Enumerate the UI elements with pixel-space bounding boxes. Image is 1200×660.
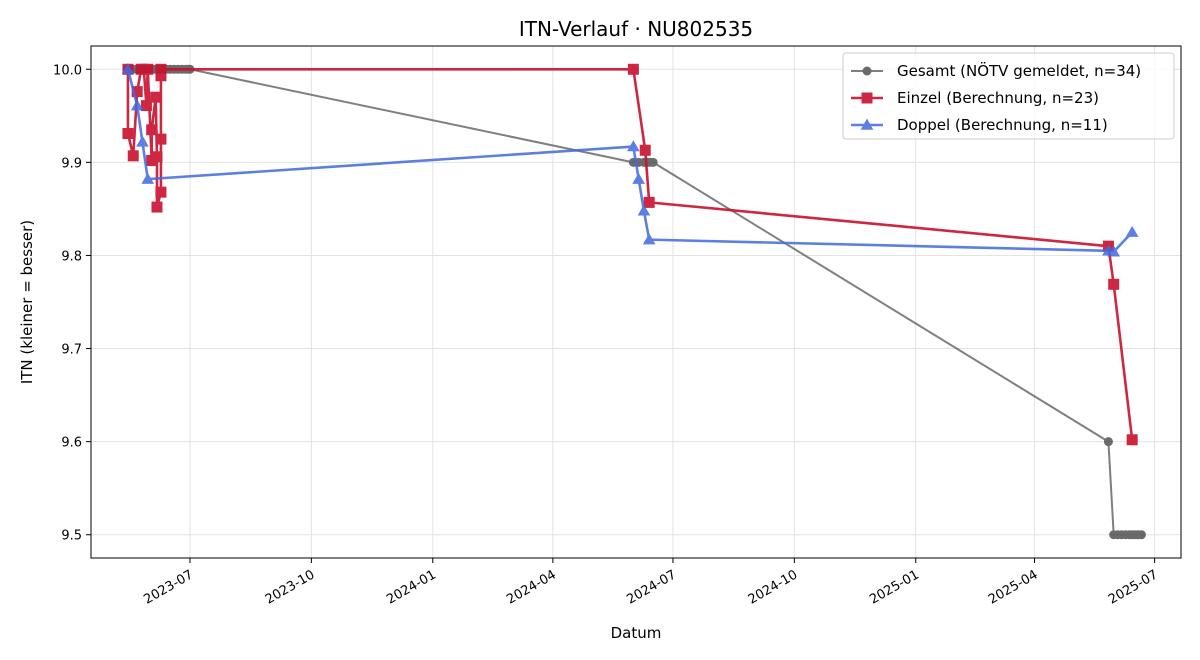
data-point <box>127 150 139 162</box>
legend-entry <box>851 92 883 104</box>
chart-title: ITN-Verlauf · NU802535 <box>519 17 753 41</box>
y-tick-label: 9.9 <box>61 156 82 171</box>
data-point <box>627 140 640 152</box>
data-point <box>151 151 163 163</box>
data-point <box>131 86 143 98</box>
y-tick-label: 9.6 <box>61 436 82 451</box>
legend-label: Gesamt (NÖTV gemeldet, n=34) <box>897 61 1141 80</box>
data-point <box>146 124 158 136</box>
data-point <box>155 70 167 82</box>
data-point <box>136 135 149 147</box>
data-point <box>642 233 656 245</box>
data-point <box>155 63 167 75</box>
y-axis-label: ITN (kleiner = besser) <box>18 220 36 384</box>
data-point <box>122 128 134 140</box>
data-point <box>648 157 658 167</box>
data-point <box>140 100 152 112</box>
plot-frame <box>90 45 1182 559</box>
series-layer <box>121 62 1146 540</box>
legend: Gesamt (NÖTV gemeldet, n=34) Einzel (Bere… <box>842 52 1175 140</box>
series-triangle <box>121 62 1139 257</box>
data-point <box>155 133 167 145</box>
y-tick-label: 9.7 <box>61 343 82 358</box>
data-point <box>142 63 154 75</box>
data-point <box>637 204 651 216</box>
legend-box <box>842 52 1175 140</box>
legend-marker <box>861 92 873 104</box>
data-point <box>151 201 163 213</box>
legend-entry <box>851 66 883 76</box>
data-point <box>155 186 167 198</box>
legend-label: Einzel (Berechnung, n=23) <box>897 89 1099 107</box>
legend-label: Doppel (Berechnung, n=11) <box>897 116 1108 134</box>
legend-marker <box>860 118 874 130</box>
data-point <box>1125 225 1139 237</box>
legend-items: Gesamt (NÖTV gemeldet, n=34) Einzel (Bere… <box>851 61 1141 134</box>
x-axis-label: Datum <box>611 624 662 642</box>
data-point <box>150 91 162 103</box>
data-point <box>1103 437 1113 447</box>
data-point <box>121 62 135 75</box>
y-tick-label: 10.0 <box>53 63 82 78</box>
legend-entry <box>851 118 883 130</box>
data-point <box>1126 434 1138 446</box>
series-square <box>122 63 1138 446</box>
data-point <box>141 172 155 184</box>
y-tick-label: 9.8 <box>61 249 82 264</box>
data-point <box>627 63 639 75</box>
data-point <box>632 172 645 184</box>
grid-lines <box>91 46 1181 558</box>
data-point <box>130 99 144 111</box>
y-tick-label: 9.5 <box>61 529 82 544</box>
data-point <box>1136 530 1146 540</box>
data-point <box>1108 278 1120 290</box>
legend-marker <box>862 66 872 76</box>
data-point <box>639 144 651 156</box>
data-point <box>1107 245 1121 257</box>
y-axis-ticks: 9.5 9.6 9.7 9.8 9.9 10.0 <box>53 63 91 544</box>
data-point <box>643 196 655 208</box>
